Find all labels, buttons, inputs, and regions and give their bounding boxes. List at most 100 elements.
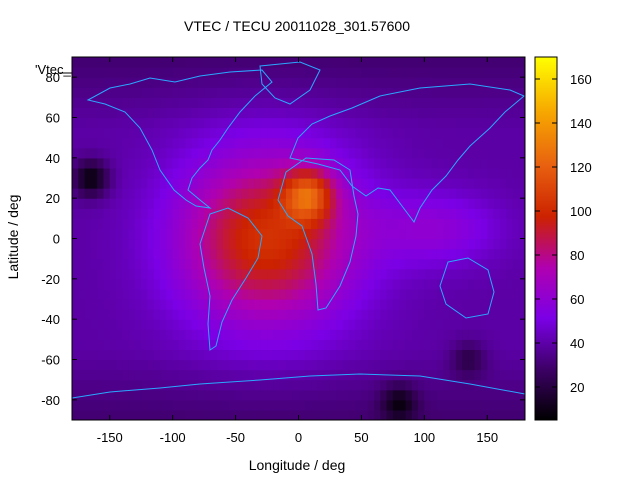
heatmap-cell [235,369,243,381]
heatmap-cell [480,87,488,98]
heatmap-cell [443,389,451,401]
heatmap-cell [273,97,281,109]
heatmap-cell [153,147,161,159]
heatmap-cell [518,319,525,330]
heatmap-cell [468,208,476,219]
heatmap-cell [223,349,230,361]
heatmap-cell [254,268,262,280]
heatmap-cell [273,349,281,361]
heatmap-cell [229,389,237,401]
heatmap-cell [480,77,488,88]
heatmap-cell [178,188,186,199]
heatmap-cell [411,57,419,68]
heatmap-cell [380,67,388,78]
heatmap-cell [436,198,444,209]
heatmap-cell [468,349,476,361]
heatmap-cell [185,238,193,250]
heatmap-cell [279,309,287,320]
heatmap-cell [78,389,86,401]
heatmap-cell [197,299,205,310]
heatmap-cell [355,278,363,290]
heatmap-cell [122,409,130,420]
heatmap-cell [506,107,514,119]
heatmap-cell [72,268,79,280]
heatmap-cell [304,409,312,420]
heatmap-cell [185,369,193,381]
coastline-outlines [72,61,525,420]
heatmap-cell [329,218,337,230]
heatmap-cell [260,167,268,179]
heatmap-cell [254,278,262,290]
heatmap-cell [468,309,476,320]
heatmap-cell [499,359,507,371]
heatmap-cell [449,208,457,219]
heatmap-cell [512,319,520,330]
heatmap-cell [392,268,400,280]
heatmap-cell [462,157,469,169]
x-tick-label: 0 [295,430,302,445]
heatmap-cell [436,188,444,199]
heatmap-cell [223,399,230,411]
heatmap-cell [172,379,180,391]
heatmap-cell [223,147,230,159]
heatmap-cell [90,248,98,260]
heatmap-cell [480,208,488,219]
heatmap-cell [493,218,501,230]
heatmap-cell [122,309,130,320]
heatmap-cell [279,137,287,149]
heatmap-cell [487,218,495,230]
heatmap-cell [116,238,123,250]
heatmap-cell [348,157,356,169]
heatmap-cell [342,157,350,169]
heatmap-cell [210,339,218,351]
heatmap-cell [78,288,86,300]
heatmap-cell [197,198,205,209]
heatmap-cell [279,299,287,310]
heatmap-cell [323,157,331,169]
heatmap-cell [84,218,92,230]
heatmap-cell [361,167,369,179]
heatmap-cell [342,87,350,98]
heatmap-cell [147,278,155,290]
heatmap-cell [160,238,167,250]
heatmap-cell [512,399,520,411]
heatmap-cell [292,309,300,320]
heatmap-cell [134,288,142,300]
heatmap-cell [348,339,356,351]
heatmap-cell [260,117,268,129]
heatmap-cell [355,167,363,179]
heatmap-cell [304,268,312,280]
heatmap-cell [204,228,212,240]
heatmap-cell [424,258,432,270]
heatmap-cell [204,339,212,351]
heatmap-cell [493,238,501,250]
heatmap-cell [141,198,149,209]
heatmap-cell [455,389,463,401]
heatmap-cell [197,178,205,189]
heatmap-cell [506,188,514,199]
heatmap-cell [455,248,463,260]
heatmap-cell [392,309,400,320]
heatmap-cell [298,399,306,411]
heatmap-cell [499,288,507,300]
heatmap-cell [449,157,457,169]
heatmap-cell [178,87,186,98]
heatmap-cell [311,329,318,340]
heatmap-cell [122,117,130,129]
heatmap-cell [210,288,218,300]
heatmap-cell [374,157,381,169]
heatmap-cell [518,117,525,129]
heatmap-cell [342,208,350,219]
heatmap-cell [254,258,262,270]
heatmap-cell [229,309,237,320]
heatmap-cell [506,218,514,230]
heatmap-cell [411,147,419,159]
heatmap-cell [122,178,130,189]
heatmap-cell [223,117,230,129]
heatmap-cell [103,127,111,139]
heatmap-cell [449,67,457,78]
heatmap-cell [292,248,300,260]
heatmap-cell [279,329,287,340]
heatmap-cell [134,198,142,209]
heatmap-cell [317,258,325,270]
